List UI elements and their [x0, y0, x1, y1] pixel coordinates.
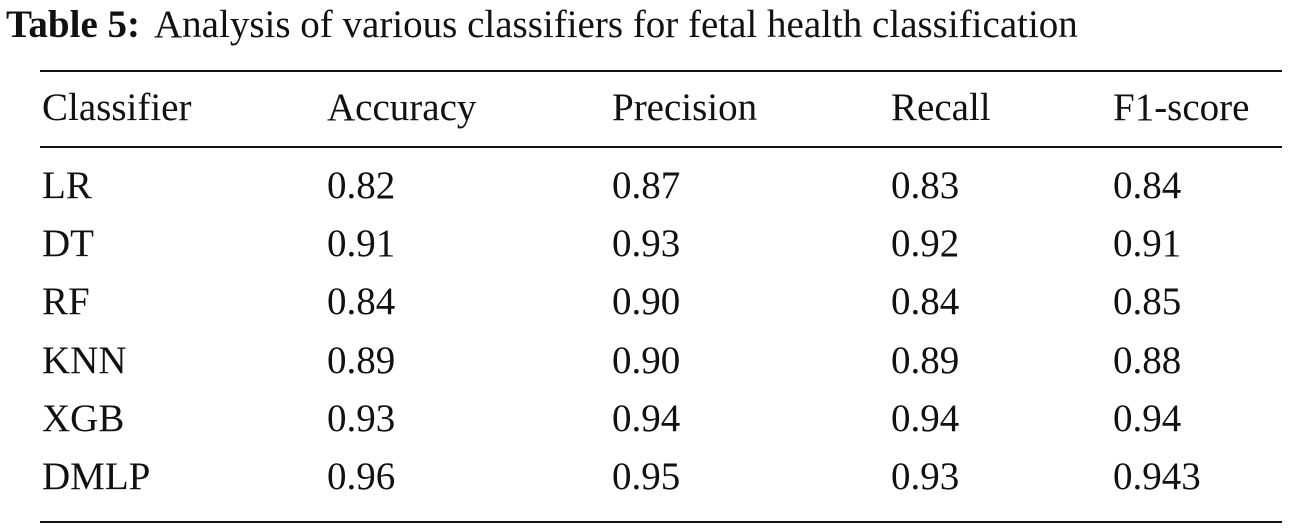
table-cell: 0.93 — [327, 396, 396, 440]
top-rule — [40, 70, 1282, 72]
table-cell: 0.93 — [891, 455, 960, 498]
table-cell: 0.94 — [612, 396, 681, 440]
caption-label: Table 5: — [6, 3, 141, 46]
table-cell: 0.91 — [327, 222, 396, 266]
table-cell: 0.84 — [1113, 164, 1182, 207]
table-cell: 0.83 — [891, 164, 960, 207]
table-cell: 0.94 — [891, 396, 960, 440]
table-cell: 0.85 — [1113, 280, 1182, 324]
header-cell: Accuracy — [327, 86, 477, 129]
header-cell: Classifier — [42, 86, 192, 129]
header-rule — [40, 146, 1282, 148]
header-cell: Recall — [891, 86, 991, 129]
table-cell: LR — [42, 164, 92, 207]
bottom-rule — [40, 521, 1282, 523]
table-caption: Table 5: Analysis of various classifiers … — [6, 2, 1078, 47]
table-cell: 0.90 — [612, 280, 681, 324]
table-cell: 0.95 — [612, 455, 681, 498]
table-cell: 0.94 — [1113, 396, 1182, 440]
header-cell: F1-score — [1113, 86, 1250, 129]
table-cell: 0.91 — [1113, 222, 1182, 266]
caption-text: Analysis of various classifiers for feta… — [154, 3, 1078, 46]
table-cell: XGB — [42, 396, 125, 440]
table-cell: 0.92 — [891, 222, 960, 266]
table-cell: 0.89 — [891, 338, 960, 382]
table-cell: 0.90 — [612, 338, 681, 382]
table-cell: 0.93 — [612, 222, 681, 266]
table-cell: 0.82 — [327, 164, 396, 207]
table-cell: DT — [42, 222, 94, 266]
table-cell: 0.84 — [891, 280, 960, 324]
table-cell: RF — [42, 280, 90, 324]
table-cell: DMLP — [42, 455, 151, 498]
table-cell: 0.943 — [1113, 455, 1201, 498]
header-cell: Precision — [612, 86, 758, 129]
table-cell: 0.87 — [612, 164, 681, 207]
table-cell: 0.84 — [327, 280, 396, 324]
table-cell: 0.88 — [1113, 338, 1182, 382]
table-cell: 0.96 — [327, 455, 396, 498]
table-cell: 0.89 — [327, 338, 396, 382]
table-cell: KNN — [42, 338, 127, 382]
